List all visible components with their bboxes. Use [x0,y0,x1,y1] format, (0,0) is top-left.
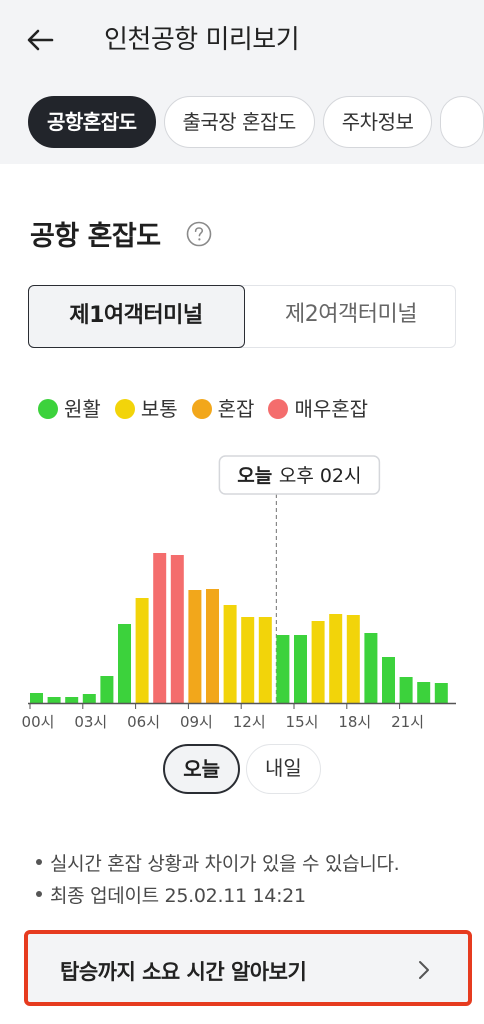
legend-dot-very-busy [268,399,289,419]
tooltip-box [218,455,381,495]
tomorrow-button[interactable]: 내일 [246,744,321,794]
legend-dot-smooth [38,399,58,419]
chart-bar [188,590,202,703]
chart-bar [47,697,61,703]
tooltip-text: 오늘 오후 02시 [237,465,361,487]
page-title: 인천공항 미리보기 [104,25,300,55]
chart-tick-label: 09시 [180,713,213,731]
app-header: 인천공항 미리보기 [0,0,484,80]
tab-airport-congestion[interactable]: 공항혼잡도 [28,96,156,148]
arrow-left-icon[interactable] [22,22,58,58]
chart-legend: 원활 보통 혼잡 매우혼잡 [38,393,382,425]
chart-tick-label: 15시 [286,713,319,731]
chart-bar [417,682,431,703]
chart-bar [258,617,272,703]
tab-parking-info[interactable]: 주차정보 [322,96,433,148]
chart-tick-label: 06시 [127,713,160,731]
chart-bar [382,657,395,703]
boarding-time-button[interactable]: 탑승까지 소요 시간 알아보기 [24,930,472,1006]
chart-tick-label: 12시 [233,713,266,731]
legend-dot-busy [191,399,212,419]
congestion-bar-chart: 00시 03시 06시 09시 12시 15시 18시 21시 오늘 오후 02시 [22,455,456,731]
tab-departure-congestion[interactable]: 출국장 혼잡도 [163,96,315,148]
chart-bar [311,621,325,703]
note-text: 최종 업데이트 25.02.11 14:21 [50,885,306,907]
legend-smooth: 원활 [38,393,101,425]
chart-tick-label: 00시 [22,713,55,731]
chart-bar [241,617,255,703]
top-area: 인천공항 미리보기 공항혼잡도 출국장 혼잡도 주차정보 [0,0,484,164]
chart-bar [170,555,184,703]
chart-tick-label: 03시 [74,713,107,731]
chart-bar [434,683,448,703]
chart-bar [276,635,290,703]
chart-bar [135,598,149,703]
cta-label: 탑승까지 소요 시간 알아보기 [60,960,307,984]
legend-very-busy: 매우혼잡 [268,393,368,425]
chart-bar [30,693,43,703]
legend-label: 보통 [140,397,178,421]
chevron-right-icon [419,961,429,979]
legend-label: 혼잡 [217,397,255,421]
legend-normal: 보통 [114,393,178,425]
today-button[interactable]: 오늘 [163,744,240,794]
bullet [36,859,42,865]
tab-more[interactable] [440,96,484,148]
legend-busy: 혼잡 [191,393,255,425]
chart-bar [294,635,307,703]
terminal1-button[interactable]: 제1여객터미널 [27,284,245,348]
chart-bar [82,694,96,703]
legend-dot-normal [114,399,135,419]
chart-bar [346,615,360,703]
chart-bar [223,605,237,703]
note-item: 실시간 혼잡 상황과 차이가 있을 수 있습니다. [36,848,476,880]
legend-label: 원활 [64,397,101,421]
day-toggle: 오늘 내일 [0,744,484,796]
notes: 실시간 혼잡 상황과 차이가 있을 수 있습니다. 최종 업데이트 25.02.… [36,848,476,912]
terminal-selector: 제1여객터미널 제2여객터미널 [27,284,456,348]
legend-label: 매우혼잡 [294,397,369,421]
chart-bar [364,633,378,703]
note-item: 최종 업데이트 25.02.11 14:21 [36,880,476,912]
chart-bar [65,697,79,703]
tab-bar: 공항혼잡도 출국장 혼잡도 주차정보 [28,96,484,148]
chart-bar [206,589,219,703]
chart-bar [329,614,343,703]
chart-bar [153,553,167,703]
chart-bar [100,676,114,703]
chart-tick-label: 18시 [338,713,371,731]
note-text: 실시간 혼잡 상황과 차이가 있을 수 있습니다. [50,853,400,875]
chart-tick-label: 21시 [391,713,424,731]
bullet [36,891,42,897]
chart-bar [118,624,131,703]
chart-bar [399,677,413,703]
terminal2-button[interactable]: 제2여객터미널 [285,301,417,327]
question-circle-icon[interactable] [185,220,213,248]
section-title: 공항 혼잡도 [30,221,161,252]
